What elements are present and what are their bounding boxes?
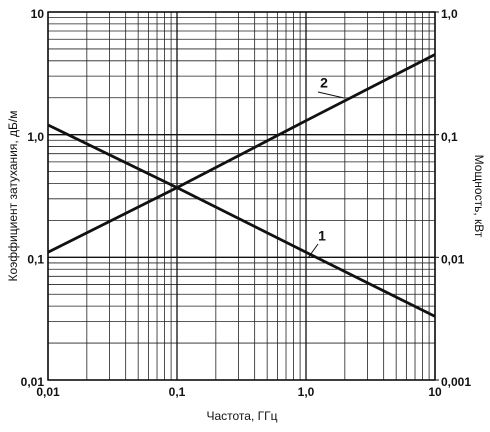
y-axis-label: Коэффициент затухания, дБ/м — [6, 111, 20, 282]
line-label: 2 — [320, 75, 328, 91]
plot-frame — [47, 11, 436, 381]
data-line — [47, 123, 436, 318]
line-label: 1 — [318, 228, 326, 244]
y2-tick-label: 0,1 — [441, 130, 458, 144]
leader-line — [317, 91, 345, 99]
y-tick-label: 0,01 — [21, 375, 45, 389]
y2-axis-label: Мощность, кВт — [472, 155, 486, 238]
y2-tick-label: 0,01 — [441, 253, 465, 267]
y2-tick-label: 1,0 — [441, 7, 458, 21]
y-tick-label: 10 — [31, 7, 45, 21]
y2-tick-label: 0,001 — [441, 375, 471, 389]
x-tick-label: 0,1 — [169, 385, 186, 399]
x-tick-label: 1,0 — [298, 385, 315, 399]
x-tick-label: 10 — [428, 385, 442, 399]
y-tick-label: 1,0 — [27, 130, 44, 144]
x-axis-label: Частота, ГГц — [206, 409, 277, 423]
leader-line — [307, 243, 319, 259]
data-line — [47, 53, 436, 254]
x-tick-label: 0,01 — [36, 385, 60, 399]
y-tick-label: 0,1 — [27, 253, 44, 267]
